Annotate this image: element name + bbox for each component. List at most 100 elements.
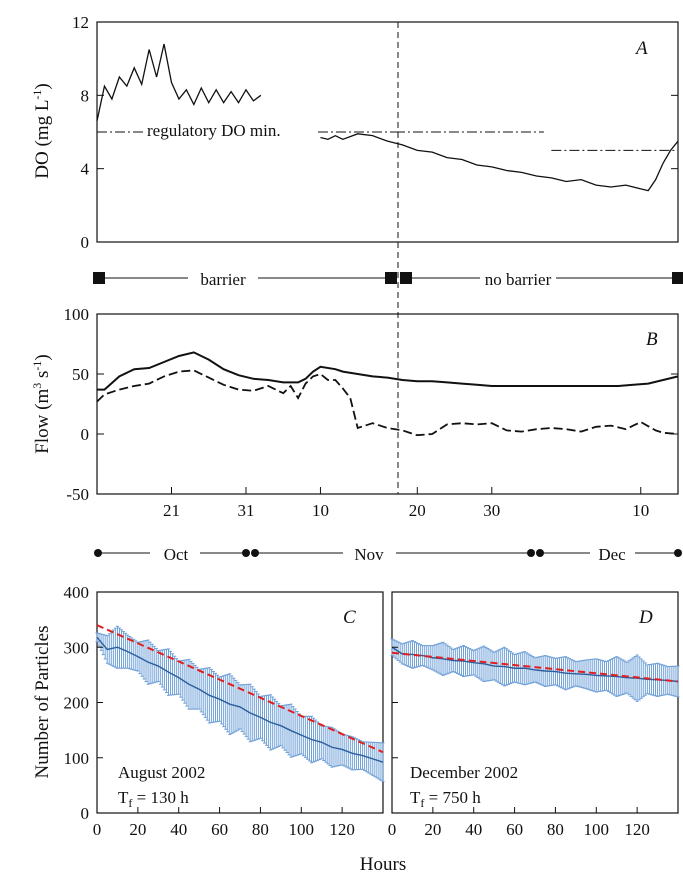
panel-a-ylabel: DO (mg L-1) — [30, 83, 53, 178]
panel-d-tf-value: = 750 h — [424, 788, 481, 807]
panel-d-xtick-label: 60 — [506, 820, 523, 839]
panel-a-do: 0 4 8 12 regulatory DO min. A DO (mg L-1) — [30, 13, 679, 252]
panel-c-annotation-title: August 2002 — [118, 763, 205, 782]
panel-d-xtick-label: 80 — [547, 820, 564, 839]
panel-c-xtick-label: 80 — [252, 820, 269, 839]
panel-a-do-series-2 — [320, 133, 679, 192]
no-barrier-marker-start — [400, 272, 412, 284]
panel-a-ytick-label: 8 — [81, 86, 90, 105]
panel-a-ytick-label: 0 — [81, 233, 90, 252]
barrier-label: barrier — [200, 270, 246, 289]
panel-d-xtick-label: 40 — [465, 820, 482, 839]
shared-xlabel-hours: Hours — [360, 854, 406, 875]
barrier-marker-end — [385, 272, 397, 284]
panel-d-ticks: 0 20 40 60 80 100 120 — [388, 591, 650, 839]
panel-c-ytick-label: 300 — [64, 638, 90, 657]
month-label-oct: Oct — [164, 545, 189, 564]
panel-b-ytick-label: 0 — [81, 425, 90, 444]
regulatory-min-lines — [97, 131, 678, 151]
panel-c-annotation-tf: Tf = 130 h — [118, 788, 189, 810]
panel-c-xtick-label: 40 — [170, 820, 187, 839]
regulatory-annotation: regulatory DO min. — [147, 121, 281, 140]
panel-a-ytick-label: 12 — [72, 13, 89, 32]
panel-b-ylabel-main: Flow (m — [32, 389, 53, 454]
panel-d-particles: 0 20 40 60 80 100 120 D December 2002 Tf = 750… — [388, 591, 680, 839]
panel-c-xtick-label: 120 — [329, 820, 355, 839]
month-dot-nov-end — [527, 549, 535, 557]
panel-a-series — [96, 43, 679, 192]
panel-b-letter: B — [646, 329, 658, 350]
no-barrier-label: no barrier — [485, 270, 552, 289]
month-dot-end — [674, 549, 682, 557]
panel-c-particles: 0 20 40 60 80 100 120 0 100 200 300 400 C August 20… — [32, 583, 385, 839]
panel-d-xtick-label: 120 — [624, 820, 650, 839]
panel-d-xtick-label: 100 — [584, 820, 610, 839]
panel-b-flow: -50 0 50 100 21 31 10 20 30 10 B Flow (m3 s-1) — [30, 305, 679, 520]
panel-b-frame — [96, 313, 679, 495]
panel-c-ytick-label: 400 — [64, 583, 90, 602]
panel-c-mean-line — [96, 636, 384, 763]
panel-b-flow-solid — [97, 351, 679, 391]
panel-c-xtick-label: 20 — [129, 820, 146, 839]
panel-b-xtick-label: 10 — [632, 501, 649, 520]
panel-c-error-bars — [95, 625, 385, 783]
panel-b-ylabel-mid: s — [32, 371, 53, 383]
panel-b-flow-dashed — [96, 369, 679, 437]
panel-b-ytick-label: 100 — [64, 305, 90, 324]
panel-b-ylabel: Flow (m3 s-1) — [30, 354, 53, 453]
panel-c-fit-line — [96, 624, 384, 754]
panel-c-tf-prefix: T — [118, 788, 129, 807]
panel-a-ylabel-main: DO (mg L — [32, 100, 53, 179]
month-timeline: Oct Nov Dec — [94, 545, 682, 564]
panel-d-series — [391, 646, 679, 683]
panel-a-do-series-1 — [96, 43, 262, 122]
panel-c-ylabel: Number of Particles — [32, 625, 53, 778]
panel-a-y-ticks: 0 4 8 12 — [72, 13, 678, 252]
panel-b-ytick-label: -50 — [66, 485, 89, 504]
panel-d-letter: D — [638, 607, 653, 628]
month-dot-dec-start — [536, 549, 544, 557]
panel-d-tf-sub: f — [420, 796, 424, 810]
no-barrier-marker-end — [672, 272, 683, 284]
panel-b-ylabel-close: ) — [32, 354, 53, 360]
panel-c-tf-sub: f — [128, 796, 132, 810]
panel-b-ticks: -50 0 50 100 21 31 10 20 30 10 — [64, 305, 678, 520]
panel-c-xtick-label: 100 — [289, 820, 315, 839]
panel-c-tf-value: = 130 h — [132, 788, 189, 807]
panel-a-ylabel-close: ) — [32, 83, 53, 89]
panel-c-xtick-label: 0 — [93, 820, 102, 839]
panel-b-ylabel-sup1: 3 — [30, 383, 44, 389]
panel-d-annotation-tf: Tf = 750 h — [410, 788, 481, 810]
panel-a-ytick-label: 4 — [81, 160, 90, 179]
panel-c-ytick-label: 0 — [81, 804, 90, 823]
panel-c-ticks: 0 20 40 60 80 100 120 0 100 200 300 400 — [64, 583, 355, 839]
month-label-dec: Dec — [598, 545, 626, 564]
panel-b-xtick-label: 10 — [312, 501, 329, 520]
panel-d-fit-line — [391, 651, 679, 683]
barrier-marker-start — [93, 272, 105, 284]
month-dot-nov-start — [251, 549, 259, 557]
month-dot-oct-end — [242, 549, 250, 557]
panel-d-annotation-title: December 2002 — [410, 763, 518, 782]
panel-c-ytick-label: 100 — [64, 749, 90, 768]
month-dot-start — [94, 549, 102, 557]
panel-c-xtick-label: 60 — [211, 820, 228, 839]
panel-a-ylabel-sup: -1 — [30, 90, 44, 100]
panel-b-xtick-label: 31 — [237, 501, 254, 520]
panel-d-tf-prefix: T — [410, 788, 421, 807]
panel-b-xtick-label: 20 — [409, 501, 426, 520]
panel-c-ytick-label: 200 — [64, 694, 90, 713]
panel-b-ytick-label: 50 — [72, 365, 89, 384]
panel-b-xtick-label: 30 — [483, 501, 500, 520]
panel-b-series — [96, 351, 679, 437]
panel-c-letter: C — [343, 607, 356, 628]
panel-d-xtick-label: 0 — [388, 820, 397, 839]
panel-c-series — [96, 624, 384, 763]
barrier-timeline: barrier no barrier — [93, 270, 683, 289]
panel-b-xtick-label: 21 — [163, 501, 180, 520]
month-label-nov: Nov — [354, 545, 384, 564]
panel-a-letter: A — [634, 38, 648, 59]
panel-b-ylabel-sup2: -1 — [30, 361, 44, 371]
panel-d-xtick-label: 20 — [424, 820, 441, 839]
